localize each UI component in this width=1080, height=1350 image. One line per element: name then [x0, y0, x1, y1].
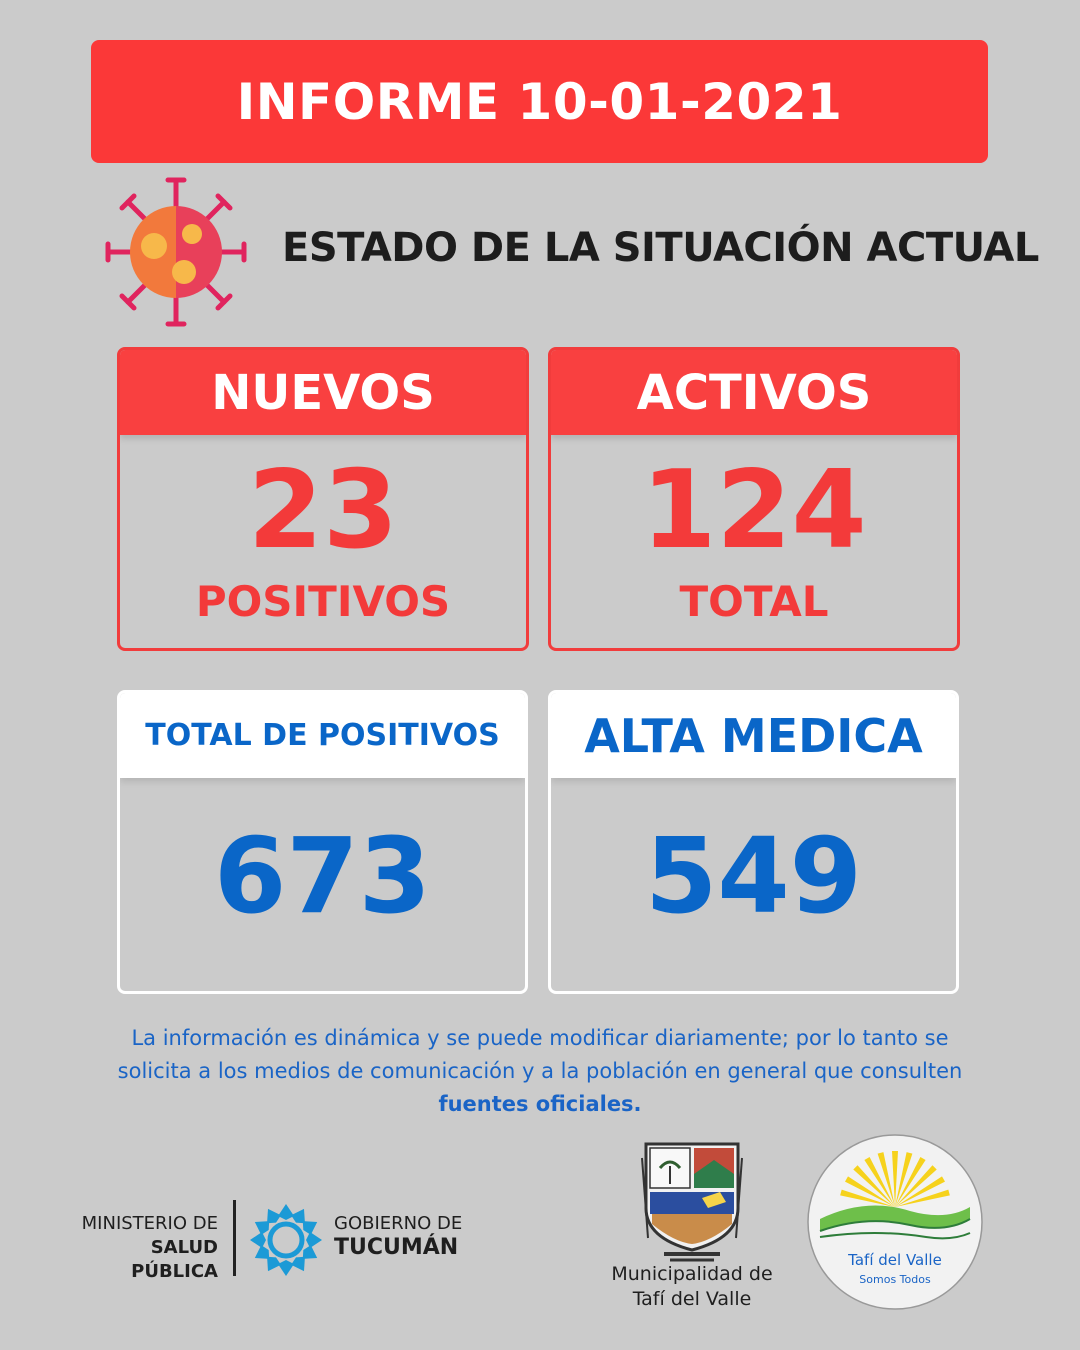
card-alta-medica-value: 549 — [644, 815, 863, 937]
card-activos-value: 124 — [641, 448, 867, 573]
gobierno-tucuman-logo — [250, 1204, 322, 1276]
card-nuevos-caption: POSITIVOS — [195, 577, 451, 626]
tafi-del-valle-logo: Tafí del Valle Somos Todos — [807, 1134, 983, 1310]
ministry-line-2: SALUD PÚBLICA — [131, 1237, 218, 1282]
note-strong: fuentes oficiales. — [438, 1092, 642, 1116]
card-total-positivos: TOTAL DE POSITIVOS 673 — [117, 690, 528, 994]
card-total-positivos-value: 673 — [213, 815, 432, 937]
header-banner: INFORME 10-01-2021 — [91, 40, 988, 163]
report-title: INFORME 10-01-2021 — [236, 72, 843, 131]
note-line-2: solicita a los medios de comunicación y … — [117, 1059, 963, 1083]
virus-icon — [105, 177, 247, 327]
card-alta-medica-label: ALTA MEDICA — [551, 693, 956, 778]
card-nuevos: NUEVOS 23 POSITIVOS — [117, 347, 529, 651]
tafi-logo-text-2: Somos Todos — [859, 1273, 931, 1286]
card-total-positivos-label: TOTAL DE POSITIVOS — [120, 693, 525, 778]
disclaimer-note: La información es dinámica y se puede mo… — [100, 1022, 980, 1121]
card-nuevos-label: NUEVOS — [120, 350, 526, 435]
card-nuevos-value: 23 — [247, 448, 399, 573]
tafi-shield-emblem — [641, 1142, 743, 1262]
ministry-line-1: MINISTERIO DE — [81, 1213, 218, 1234]
gobierno-logo-text: GOBIERNO DE TUCUMÁN — [334, 1212, 462, 1260]
footer-divider — [233, 1200, 236, 1276]
card-activos-label: ACTIVOS — [551, 350, 957, 435]
card-activos-caption: TOTAL — [679, 577, 829, 626]
situation-subtitle: ESTADO DE LA SITUACIÓN ACTUAL — [282, 225, 1039, 271]
ministry-logo-text: MINISTERIO DE SALUD PÚBLICA — [58, 1212, 218, 1284]
gobierno-line-1: GOBIERNO DE — [334, 1213, 463, 1234]
municipality-name: Municipalidad de Tafí del Valle — [600, 1262, 784, 1312]
gobierno-line-2: TUCUMÁN — [334, 1235, 459, 1260]
tafi-logo-text-1: Tafí del Valle — [847, 1251, 942, 1269]
card-activos: ACTIVOS 124 TOTAL — [548, 347, 960, 651]
muni-line-1: Municipalidad de — [611, 1263, 773, 1285]
note-line-1: La información es dinámica y se puede mo… — [131, 1026, 949, 1050]
card-alta-medica: ALTA MEDICA 549 — [548, 690, 959, 994]
muni-line-2: Tafí del Valle — [632, 1288, 752, 1310]
